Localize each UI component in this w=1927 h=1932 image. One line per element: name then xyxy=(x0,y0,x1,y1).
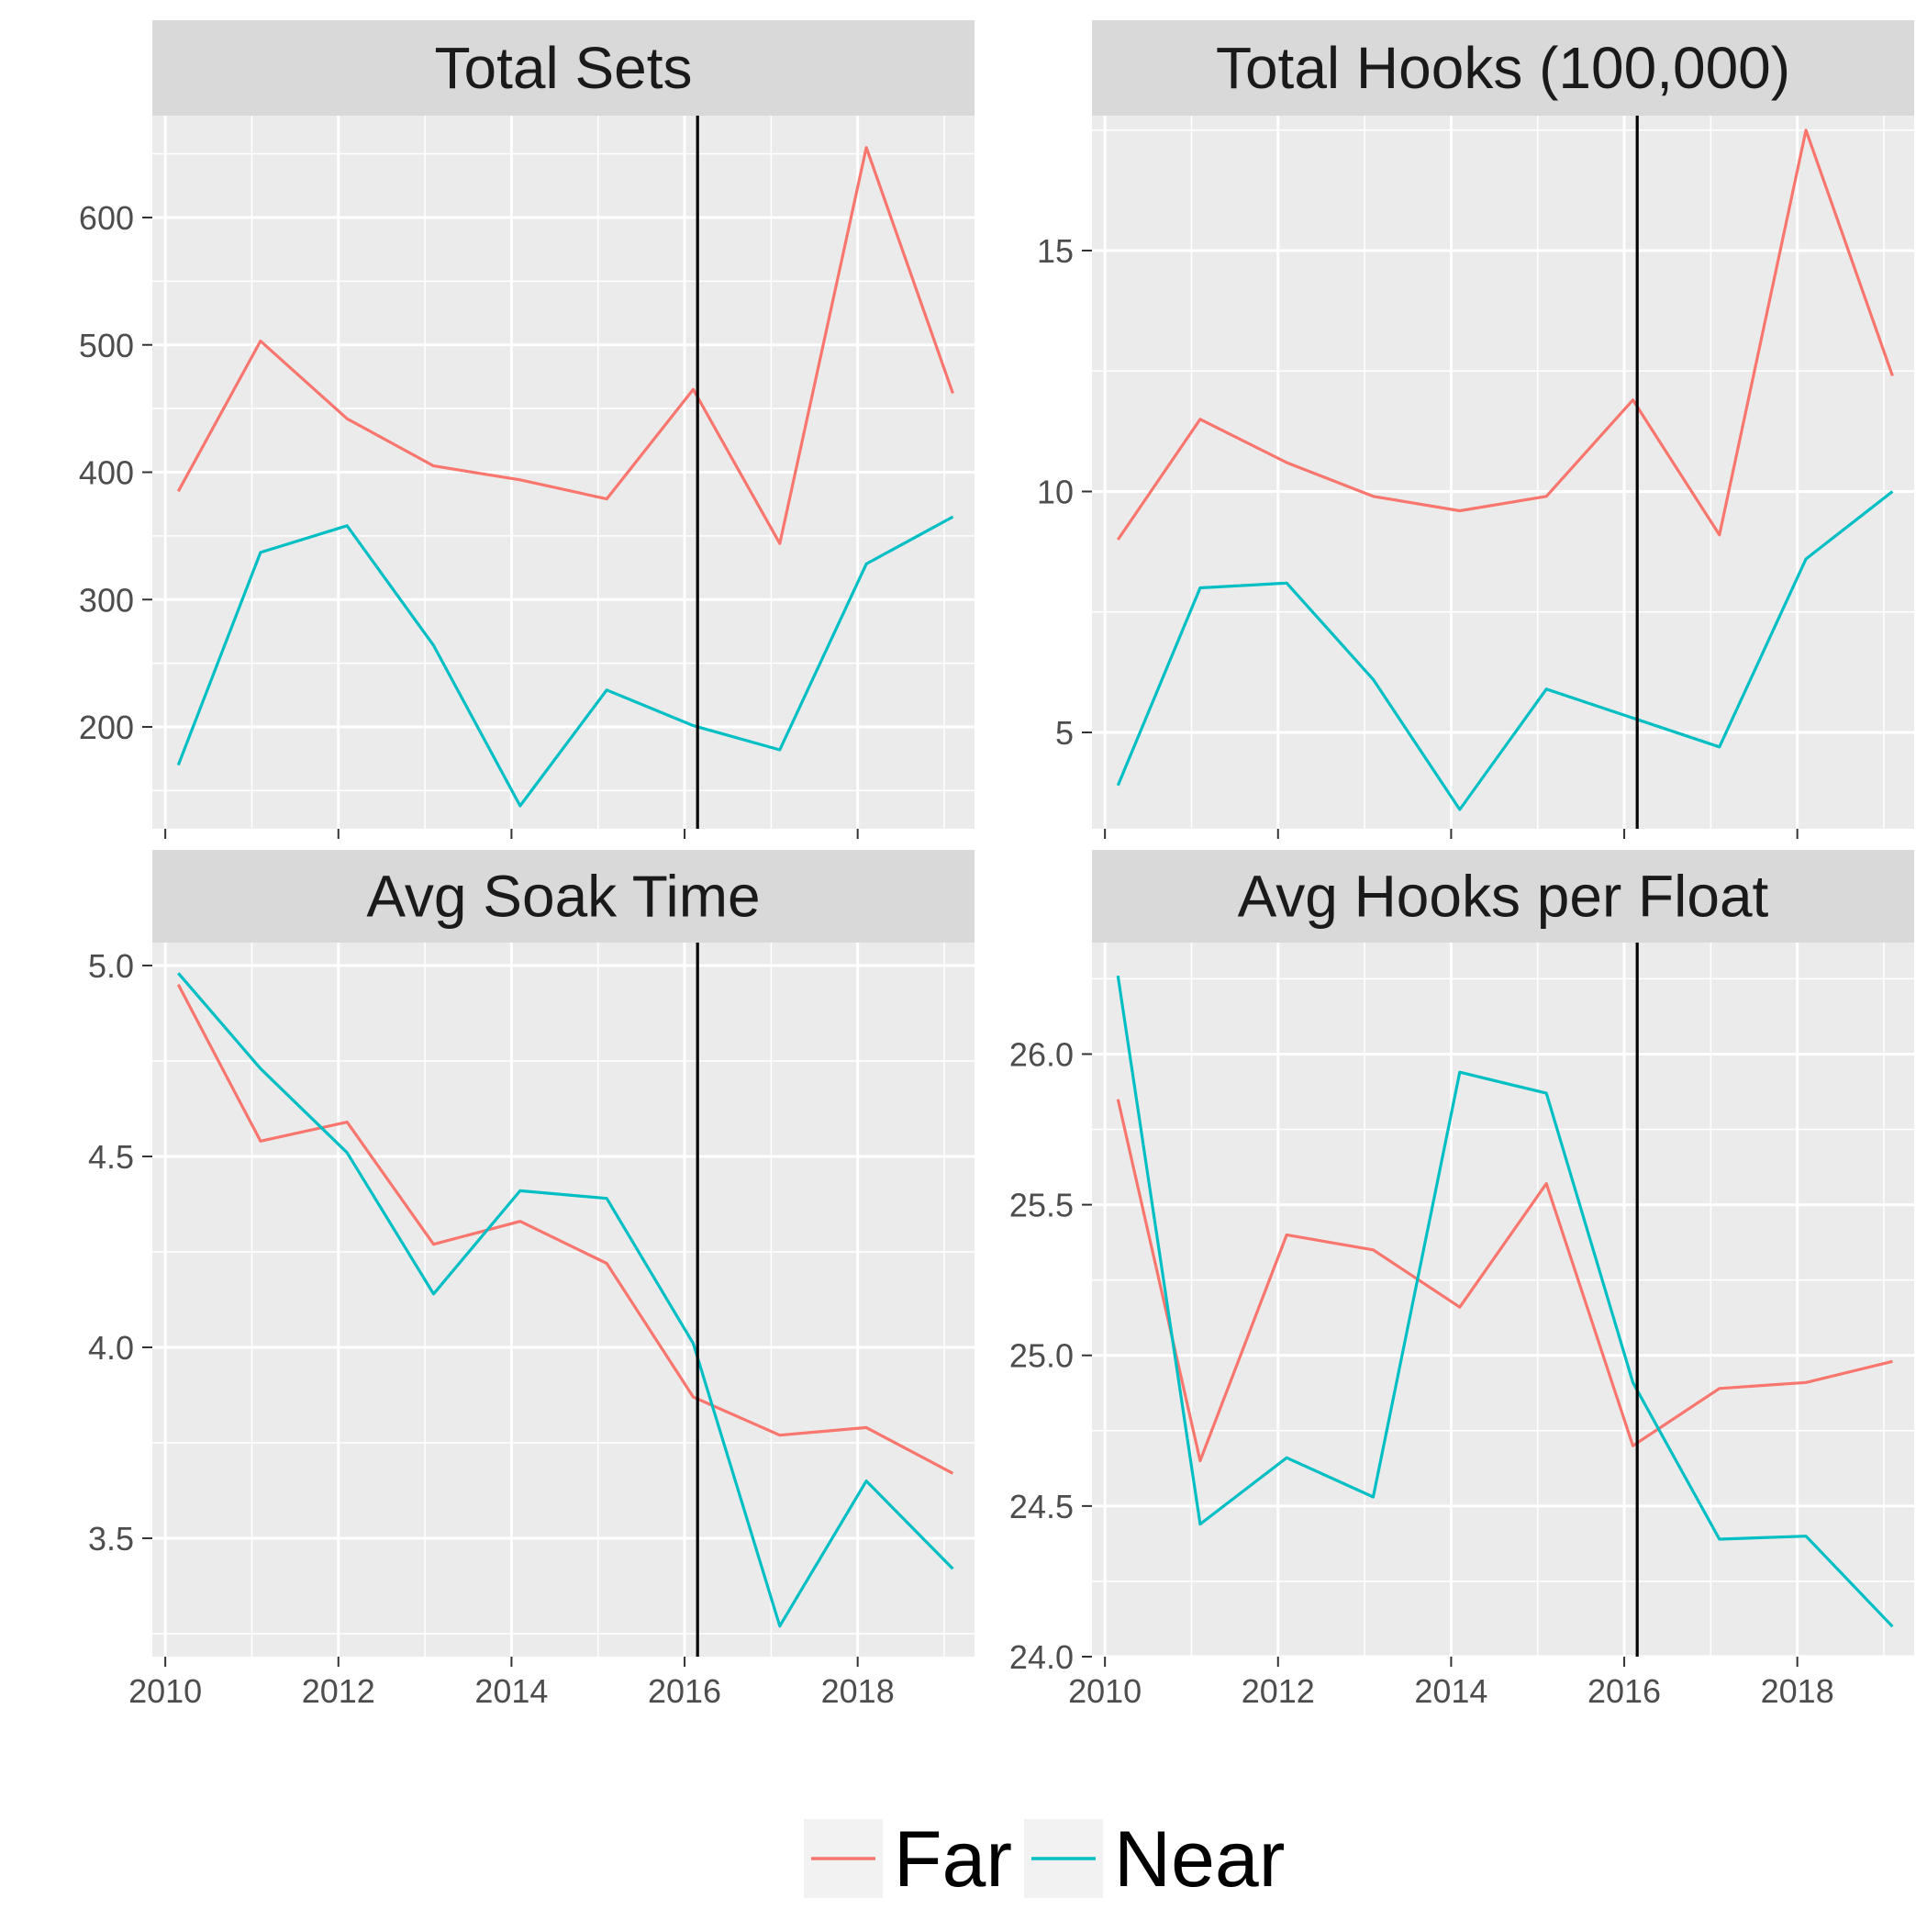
series-line-near xyxy=(177,972,954,1628)
legend-label-near: Near xyxy=(1114,1815,1285,1904)
y-tick-label: 300 xyxy=(79,581,134,619)
y-tick-label: 4.0 xyxy=(88,1329,134,1367)
y-tick-label: 24.0 xyxy=(1009,1638,1074,1676)
y-tick-label: 5 xyxy=(1055,714,1074,752)
y-tick-label: 10 xyxy=(1037,474,1074,511)
series-line-far xyxy=(1116,1099,1893,1463)
x-tick-label: 2010 xyxy=(128,1672,202,1710)
series-line-far xyxy=(176,984,954,1475)
panel-title: Avg Soak Time xyxy=(366,864,760,930)
panel-title: Total Sets xyxy=(434,35,692,101)
y-tick-label: 15 xyxy=(1037,232,1074,270)
panel-strip xyxy=(1092,20,1914,116)
x-tick-label: 2016 xyxy=(1587,1672,1661,1710)
series-line-near xyxy=(1116,975,1894,1628)
panel-background xyxy=(1092,943,1914,1657)
y-tick-label: 400 xyxy=(79,454,134,492)
panel-title: Avg Hooks per Float xyxy=(1238,864,1769,930)
panel-strip xyxy=(1092,850,1914,943)
x-tick-label: 2016 xyxy=(648,1672,721,1710)
panel-strip xyxy=(152,850,975,943)
x-tick-label: 2018 xyxy=(821,1672,895,1710)
y-tick-label: 26.0 xyxy=(1009,1035,1074,1073)
x-tick-label: 2014 xyxy=(474,1672,548,1710)
y-tick-label: 3.5 xyxy=(88,1520,134,1558)
y-tick-label: 500 xyxy=(79,327,134,364)
panel-title: Total Hooks (100,000) xyxy=(1216,35,1790,101)
x-tick-label: 2012 xyxy=(302,1672,375,1710)
x-tick-label: 2014 xyxy=(1414,1672,1487,1710)
x-tick-label: 2018 xyxy=(1761,1672,1834,1710)
series-line-far xyxy=(1116,128,1894,541)
panel-background xyxy=(1092,116,1914,829)
series-line-near xyxy=(1116,490,1894,811)
x-tick-label: 2012 xyxy=(1242,1672,1315,1710)
y-tick-label: 25.0 xyxy=(1009,1337,1074,1375)
legend-label-far: Far xyxy=(894,1815,1012,1904)
y-tick-label: 200 xyxy=(79,709,134,746)
x-tick-label: 2010 xyxy=(1068,1672,1142,1710)
y-tick-label: 5.0 xyxy=(88,947,134,985)
series-line-far xyxy=(176,146,954,545)
panel-background xyxy=(152,943,975,1657)
y-tick-label: 25.5 xyxy=(1009,1187,1074,1224)
y-tick-label: 4.5 xyxy=(88,1138,134,1176)
y-tick-label: 24.5 xyxy=(1009,1488,1074,1525)
panel-strip xyxy=(152,20,975,116)
y-tick-label: 600 xyxy=(79,199,134,237)
series-line-near xyxy=(176,515,954,808)
